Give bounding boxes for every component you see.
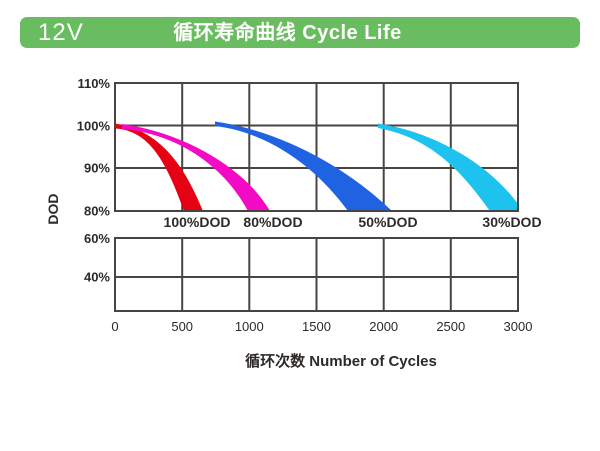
plot-boxes: [114, 82, 519, 312]
label-30pct-dod: 30%DOD: [482, 214, 541, 230]
curves: [115, 121, 518, 211]
xtick-1500: 1500: [302, 319, 331, 334]
grid-lines: [115, 83, 518, 311]
xtick-3000: 3000: [504, 319, 533, 334]
x-axis-title: 循环次数 Number of Cycles: [245, 352, 437, 370]
ytick-100: 100%: [77, 119, 111, 134]
page-title: 循环寿命曲线 Cycle Life: [173, 22, 402, 44]
ytick-110: 110%: [77, 76, 110, 91]
curve-30pct-dod: [378, 123, 518, 211]
ytick-80: 80%: [84, 204, 110, 219]
xtick-2000: 2000: [369, 319, 398, 334]
ytick-90: 90%: [84, 161, 110, 176]
y-axis-labels-upper: 110% 100% 90% 80%: [77, 76, 111, 219]
label-80pct-dod: 80%DOD: [243, 214, 302, 230]
label-50pct-dod: 50%DOD: [358, 214, 417, 230]
lower-plot-box: [114, 237, 519, 312]
xtick-1000: 1000: [235, 319, 264, 334]
xtick-2500: 2500: [436, 319, 465, 334]
ytick-60: 60%: [84, 231, 110, 246]
y-axis-labels-lower: 60% 40%: [84, 231, 110, 285]
xtick-500: 500: [171, 319, 193, 334]
voltage-badge: 12V: [38, 19, 84, 46]
curve-100pct-dod: [115, 123, 203, 211]
series-labels: 100%DOD 80%DOD 50%DOD 30%DOD: [164, 214, 542, 230]
xtick-0: 0: [111, 319, 118, 334]
curve-80pct-dod: [122, 124, 270, 211]
y-axis-title: DOD: [45, 193, 61, 224]
header-bar: 12V 循环寿命曲线 Cycle Life: [20, 17, 580, 48]
label-100pct-dod: 100%DOD: [164, 214, 231, 230]
x-axis-labels: 0 500 1000 1500 2000 2500 3000: [111, 319, 532, 334]
curve-50pct-dod: [215, 121, 392, 211]
upper-plot-box: [114, 82, 519, 212]
ytick-40: 40%: [84, 270, 110, 285]
